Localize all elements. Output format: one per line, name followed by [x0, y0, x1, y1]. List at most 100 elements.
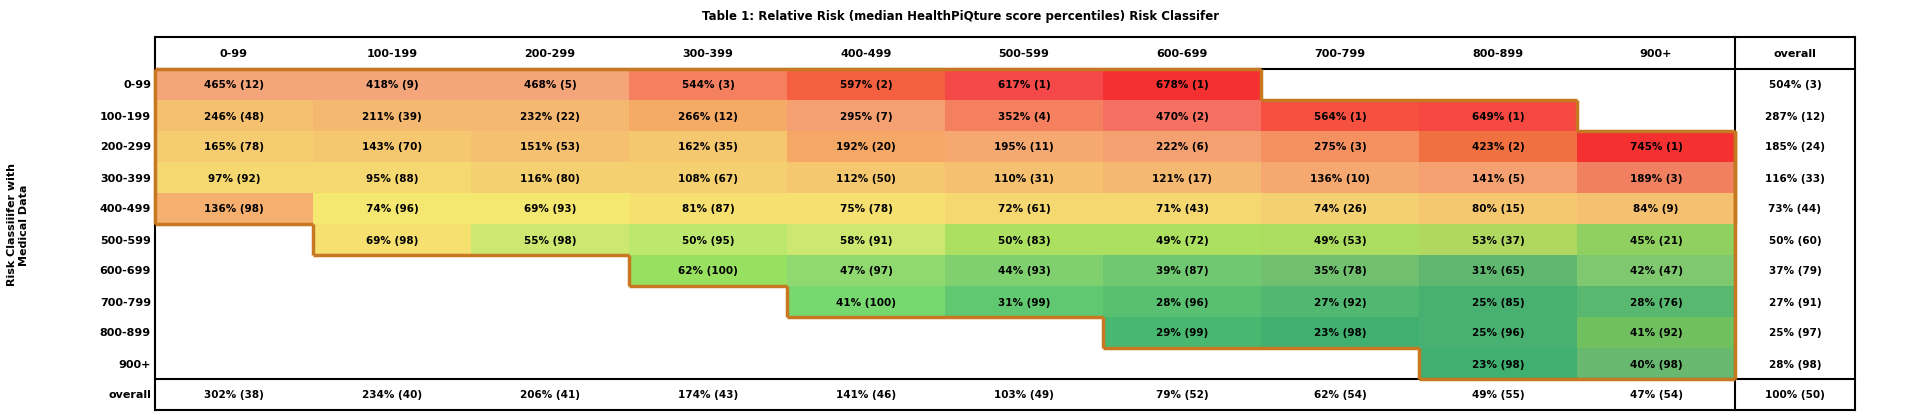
Bar — [1577, 255, 1735, 286]
Text: 71% (43): 71% (43) — [1156, 204, 1208, 214]
Bar — [788, 255, 945, 286]
Bar — [1103, 194, 1260, 224]
Text: 62% (54): 62% (54) — [1314, 389, 1366, 399]
Text: 143% (70): 143% (70) — [361, 142, 423, 152]
Text: 42% (47): 42% (47) — [1629, 266, 1683, 276]
Bar — [1577, 224, 1735, 255]
Text: 266% (12): 266% (12) — [678, 111, 738, 121]
Text: 352% (4): 352% (4) — [997, 111, 1051, 121]
Text: 141% (46): 141% (46) — [836, 389, 895, 399]
Text: 72% (61): 72% (61) — [997, 204, 1051, 214]
Bar — [313, 163, 471, 194]
Text: 27% (91): 27% (91) — [1769, 297, 1821, 307]
Text: 100% (50): 100% (50) — [1765, 389, 1825, 399]
Text: 29% (99): 29% (99) — [1156, 328, 1208, 338]
Text: 80% (15): 80% (15) — [1471, 204, 1523, 214]
Text: overall: overall — [108, 389, 152, 399]
Bar — [1420, 317, 1577, 348]
Bar — [1103, 163, 1260, 194]
Text: 174% (43): 174% (43) — [678, 389, 738, 399]
Text: 41% (100): 41% (100) — [836, 297, 895, 307]
Text: 47% (97): 47% (97) — [839, 266, 893, 276]
Text: 50% (83): 50% (83) — [997, 235, 1051, 245]
Bar — [788, 70, 945, 101]
Text: 25% (96): 25% (96) — [1471, 328, 1523, 338]
Text: 97% (92): 97% (92) — [207, 173, 259, 183]
Bar — [1577, 348, 1735, 379]
Text: 37% (79): 37% (79) — [1769, 266, 1821, 276]
Bar — [1103, 286, 1260, 317]
Text: 39% (87): 39% (87) — [1156, 266, 1208, 276]
Text: 25% (97): 25% (97) — [1769, 328, 1821, 338]
Text: 0-99: 0-99 — [221, 49, 248, 59]
Bar — [628, 194, 788, 224]
Text: 81% (87): 81% (87) — [682, 204, 734, 214]
Text: 75% (78): 75% (78) — [839, 204, 893, 214]
Text: 103% (49): 103% (49) — [993, 389, 1055, 399]
Text: 162% (35): 162% (35) — [678, 142, 738, 152]
Text: 300-399: 300-399 — [682, 49, 734, 59]
Bar — [313, 224, 471, 255]
Text: 468% (5): 468% (5) — [524, 80, 576, 90]
Text: 23% (98): 23% (98) — [1314, 328, 1366, 338]
Text: 275% (3): 275% (3) — [1314, 142, 1366, 152]
Bar — [1577, 194, 1735, 224]
Text: 678% (1): 678% (1) — [1156, 80, 1208, 90]
Text: 745% (1): 745% (1) — [1629, 142, 1683, 152]
Text: 185% (24): 185% (24) — [1765, 142, 1825, 152]
Bar — [1420, 255, 1577, 286]
Text: 31% (65): 31% (65) — [1471, 266, 1523, 276]
Text: 40% (98): 40% (98) — [1629, 358, 1683, 369]
Bar — [628, 163, 788, 194]
Text: Table 1: Relative Risk (median HealthPiQture score percentiles) Risk Classifer: Table 1: Relative Risk (median HealthPiQ… — [701, 10, 1220, 23]
Text: 74% (26): 74% (26) — [1314, 204, 1366, 214]
Text: 544% (3): 544% (3) — [682, 80, 734, 90]
Bar — [471, 101, 628, 132]
Text: 116% (80): 116% (80) — [521, 173, 580, 183]
Text: 136% (10): 136% (10) — [1310, 173, 1370, 183]
Text: 400-499: 400-499 — [100, 204, 152, 214]
Text: 151% (53): 151% (53) — [521, 142, 580, 152]
Bar — [628, 70, 788, 101]
Bar — [313, 194, 471, 224]
Bar — [1577, 286, 1735, 317]
Text: 504% (3): 504% (3) — [1769, 80, 1821, 90]
Text: 69% (93): 69% (93) — [524, 204, 576, 214]
Text: 116% (33): 116% (33) — [1765, 173, 1825, 183]
Text: 41% (92): 41% (92) — [1629, 328, 1683, 338]
Text: 195% (11): 195% (11) — [995, 142, 1055, 152]
Text: 165% (78): 165% (78) — [204, 142, 263, 152]
Bar — [313, 70, 471, 101]
Bar — [788, 101, 945, 132]
Text: 302% (38): 302% (38) — [204, 389, 263, 399]
Text: 31% (99): 31% (99) — [997, 297, 1051, 307]
Bar — [1103, 101, 1260, 132]
Bar — [1103, 255, 1260, 286]
Text: 400-499: 400-499 — [839, 49, 891, 59]
Bar — [156, 101, 313, 132]
Bar — [1260, 317, 1420, 348]
Text: overall: overall — [1773, 49, 1817, 59]
Text: 200-299: 200-299 — [100, 142, 152, 152]
Text: 95% (88): 95% (88) — [365, 173, 419, 183]
Bar — [1420, 348, 1577, 379]
Text: 0-99: 0-99 — [123, 80, 152, 90]
Bar — [788, 163, 945, 194]
Text: 28% (96): 28% (96) — [1156, 297, 1208, 307]
Bar — [1103, 224, 1260, 255]
Text: 50% (60): 50% (60) — [1769, 235, 1821, 245]
Text: 649% (1): 649% (1) — [1471, 111, 1523, 121]
Text: 465% (12): 465% (12) — [204, 80, 263, 90]
Text: 100-199: 100-199 — [367, 49, 417, 59]
Bar — [788, 224, 945, 255]
Text: 900+: 900+ — [1641, 49, 1671, 59]
Text: 55% (98): 55% (98) — [524, 235, 576, 245]
Text: 69% (98): 69% (98) — [365, 235, 419, 245]
Text: 53% (37): 53% (37) — [1471, 235, 1525, 245]
Text: 25% (85): 25% (85) — [1471, 297, 1523, 307]
Bar — [471, 194, 628, 224]
Text: 232% (22): 232% (22) — [521, 111, 580, 121]
Text: 121% (17): 121% (17) — [1153, 173, 1212, 183]
Text: 500-599: 500-599 — [100, 235, 152, 245]
Text: 597% (2): 597% (2) — [839, 80, 893, 90]
